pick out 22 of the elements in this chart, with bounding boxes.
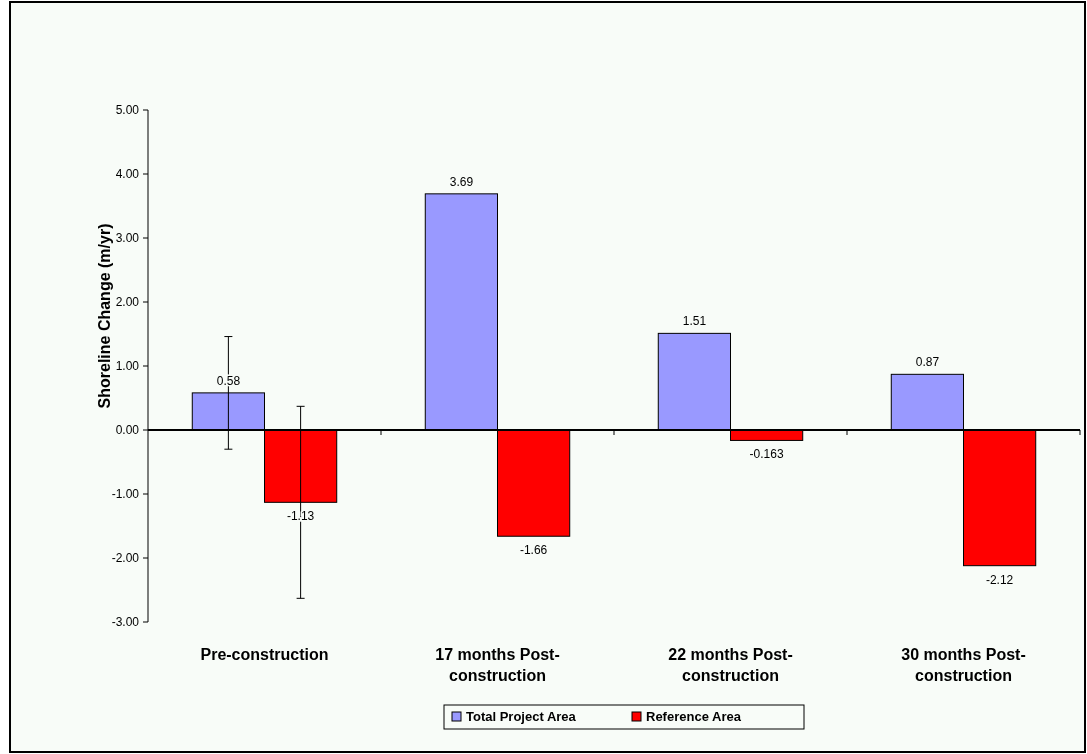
- legend-label: Total Project Area: [466, 709, 577, 724]
- y-tick-label: 1.00: [115, 359, 140, 373]
- y-tick-label: 2.00: [115, 295, 140, 309]
- x-tick-label: 17 months Post-construction: [435, 646, 560, 684]
- data-label: 3.69: [449, 174, 474, 189]
- data-label: -2.12: [985, 572, 1014, 587]
- data-label: -0.163: [749, 447, 784, 462]
- y-tick-label: -3.00: [111, 615, 140, 629]
- x-tick-label: 22 months Post-construction: [668, 646, 793, 684]
- data-label: 0.87: [915, 355, 940, 370]
- y-tick-label: -1.00: [111, 487, 140, 501]
- x-tick-label: Pre-construction: [200, 646, 329, 663]
- y-axis-title: Shoreline Change (m/yr): [96, 223, 113, 409]
- data-label: 1.51: [682, 314, 707, 329]
- y-tick-label: -2.00: [111, 551, 140, 565]
- data-label: -1.66: [519, 543, 548, 558]
- legend-label: Reference Area: [646, 709, 742, 724]
- y-tick-label: 4.00: [115, 167, 140, 181]
- y-tick-label: 0.00: [115, 423, 140, 437]
- y-tick-label: 5.00: [115, 103, 140, 117]
- y-tick-label: 3.00: [115, 231, 140, 245]
- x-tick-label: 30 months Post-construction: [901, 646, 1026, 684]
